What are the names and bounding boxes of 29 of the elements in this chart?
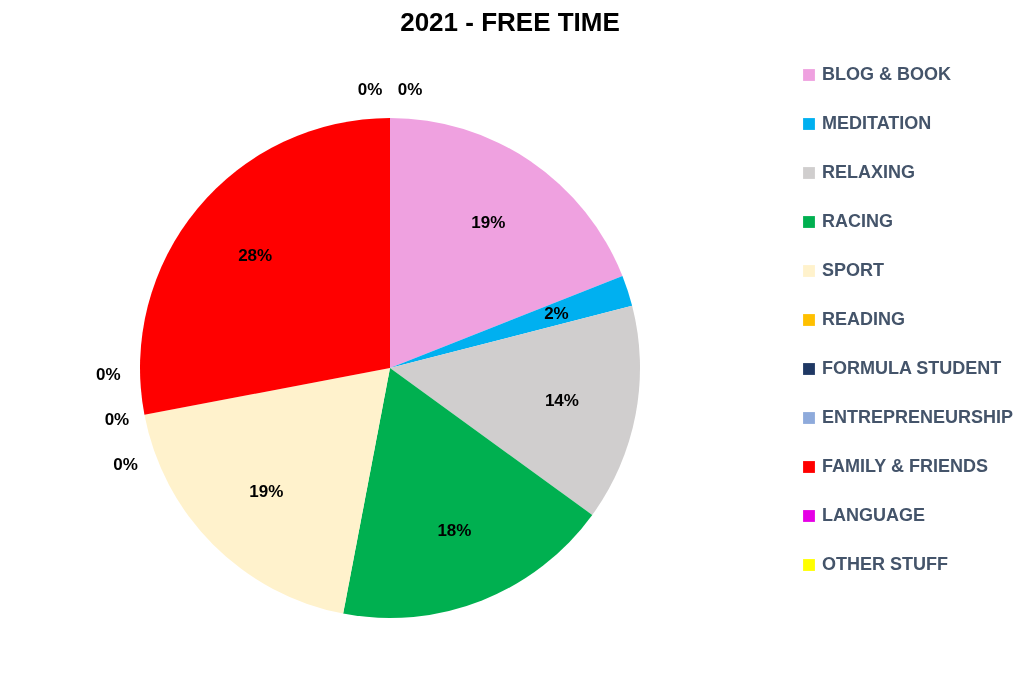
chart-title: 2021 - FREE TIME <box>400 7 620 37</box>
text: 0% <box>96 364 121 384</box>
data-label: 19% <box>471 213 506 233</box>
pie-slice <box>390 118 623 368</box>
legend-label: LANGUAGE <box>822 505 925 525</box>
pie-slice <box>144 368 390 614</box>
data-label: 14% <box>544 390 579 410</box>
pie-slice <box>140 118 390 415</box>
legend-label: ENTREPRENEURSHIP <box>822 407 1014 427</box>
pie-slice <box>343 368 593 618</box>
data-label: 2% <box>544 303 569 323</box>
legend-label: RELAXING <box>822 162 916 182</box>
data-label: 28% <box>238 246 273 266</box>
legend-label: BLOG & BOOK <box>822 64 951 84</box>
legend-label: RACING <box>822 211 893 231</box>
text: 0% <box>104 410 130 430</box>
legend-label: SPORT <box>822 260 885 280</box>
legend-label: MEDITATION <box>822 113 932 133</box>
text: 0% <box>357 80 383 99</box>
legend-label: OTHER STUFF <box>822 554 948 574</box>
data-label: 19% <box>249 481 284 501</box>
pie-slice <box>390 305 640 515</box>
text: 0% <box>397 80 423 99</box>
data-label: 18% <box>437 520 472 540</box>
legend-label: FAMILY & FRIENDS <box>822 456 989 476</box>
text: 0% <box>113 455 138 475</box>
legend-label: READING <box>822 309 906 329</box>
pie-slice <box>390 275 633 368</box>
legend-label: FORMULA STUDENT <box>822 358 1002 378</box>
